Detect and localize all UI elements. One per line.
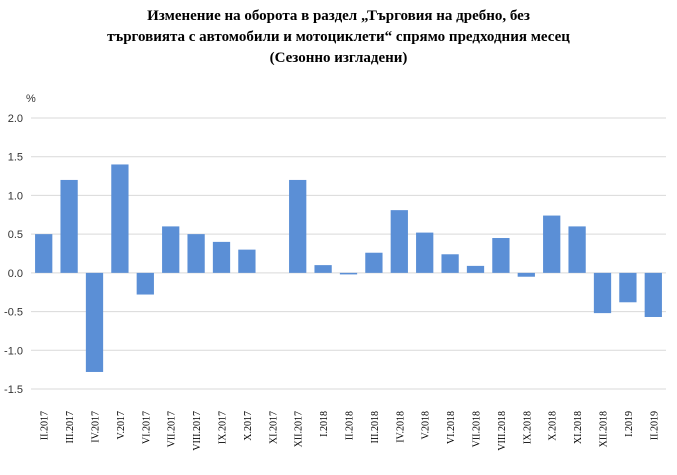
bar <box>416 232 434 273</box>
chart-title-line-2: търговията с автомобили и мотоциклети“ с… <box>107 29 570 45</box>
bar <box>390 210 408 273</box>
y-tick-label: 1.5 <box>8 152 23 164</box>
bar <box>593 272 612 314</box>
x-tick-label: I.2018 <box>319 411 330 437</box>
x-tick-label: VIII.2018 <box>497 411 508 451</box>
x-tick-label: VI.2018 <box>446 411 457 444</box>
y-tick-label: 0.0 <box>8 268 23 280</box>
bar <box>644 272 662 317</box>
bar <box>187 234 205 273</box>
x-tick-label: V.2017 <box>116 411 127 439</box>
x-tick-label: XII.2018 <box>599 411 610 447</box>
bar <box>35 234 53 273</box>
bar <box>517 272 535 277</box>
y-tick-label: -0.5 <box>4 307 23 319</box>
x-tick-label: XI.2018 <box>573 411 584 444</box>
x-tick-label: VII.2018 <box>472 411 483 447</box>
x-tick-label: VI.2017 <box>141 411 152 444</box>
bar <box>289 179 307 273</box>
bar <box>314 265 332 273</box>
bar <box>60 179 78 273</box>
bar <box>441 254 459 273</box>
bar <box>619 272 637 303</box>
chart-title: Изменение на оборота в раздел „Търговия … <box>0 6 677 69</box>
y-tick-label: -1.5 <box>4 384 23 396</box>
bar <box>568 226 586 273</box>
bar <box>492 238 510 273</box>
y-tick-label: 2.0 <box>8 113 23 125</box>
bar <box>136 272 154 295</box>
x-tick-label: II.2018 <box>345 411 356 440</box>
y-tick-label: 1.0 <box>8 190 23 202</box>
x-tick-label: IV.2017 <box>91 411 102 443</box>
x-tick-label: II.2019 <box>649 411 660 440</box>
x-tick-label: VII.2017 <box>167 411 178 447</box>
x-tick-label: IV.2018 <box>395 411 406 443</box>
x-tick-label: XI.2017 <box>268 411 279 444</box>
y-tick-label: -1.0 <box>4 345 23 357</box>
bar <box>238 249 256 273</box>
bar <box>162 226 180 273</box>
x-tick-label: IX.2018 <box>522 411 533 444</box>
y-axis-unit-label: % <box>26 93 36 105</box>
x-tick-label: V.2018 <box>421 411 432 439</box>
x-tick-label: XII.2017 <box>294 411 305 447</box>
y-tick-label: 0.5 <box>8 229 23 241</box>
x-tick-label: X.2017 <box>243 411 254 441</box>
x-tick-label: II.2017 <box>40 411 51 440</box>
y-axis-ticks: 2.0 1.5 1.0 0.5 0.0 -0.5 -1.0 -1.5 <box>4 113 23 396</box>
bar <box>212 241 231 273</box>
bar <box>85 272 104 372</box>
bar <box>365 252 383 273</box>
x-tick-label: I.2019 <box>624 411 635 437</box>
bar <box>111 164 129 273</box>
bar <box>543 215 561 273</box>
x-tick-label: VIII.2017 <box>192 411 203 451</box>
chart-title-line-3: (Сезонно изгладени) <box>269 50 408 66</box>
x-tick-label: X.2018 <box>548 411 559 441</box>
bar <box>466 265 485 273</box>
bar <box>339 272 358 275</box>
x-tick-label: IX.2017 <box>218 411 229 444</box>
x-tick-label: III.2018 <box>370 411 381 444</box>
x-tick-label: III.2017 <box>65 411 76 444</box>
x-axis-labels: II.2017 III.2017 IV.2017 V.2017 VI.2017 VII.2… <box>40 411 661 451</box>
chart-title-line-1: Изменение на оборота в раздел „Търговия … <box>147 8 530 24</box>
bars <box>35 164 662 372</box>
